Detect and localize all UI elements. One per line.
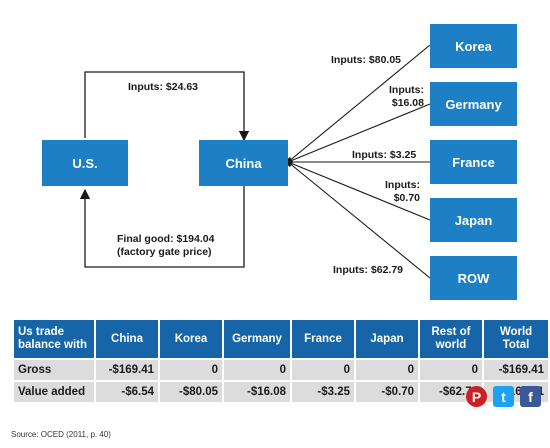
korea-line bbox=[287, 44, 431, 163]
twitter-icon: t bbox=[501, 388, 506, 405]
japan-line bbox=[287, 161, 431, 221]
france-inputs-label: Inputs: $3.25 bbox=[352, 149, 417, 161]
row-box: ROW bbox=[430, 256, 517, 300]
germany-box: Germany bbox=[430, 82, 517, 126]
twitter-share-button[interactable]: t bbox=[493, 386, 514, 407]
table-cell: -$6.54 bbox=[96, 382, 158, 402]
table-cell: -$80.05 bbox=[160, 382, 222, 402]
japan-inputs-label: Inputs: $0.70 bbox=[380, 179, 420, 205]
table-header-row: Us trade balance with China Korea German… bbox=[14, 320, 548, 358]
china-to-us-arrow bbox=[79, 185, 245, 268]
header-cell: China bbox=[96, 320, 158, 358]
japan-box: Japan bbox=[430, 198, 517, 242]
korea-box: Korea bbox=[430, 24, 517, 68]
row-inputs-label: Inputs: $62.79 bbox=[333, 264, 404, 276]
row-label: Gross bbox=[14, 360, 94, 380]
header-cell: France bbox=[292, 320, 354, 358]
china-junction bbox=[284, 157, 293, 167]
us-to-china-arrow bbox=[84, 71, 250, 142]
header-cell: Rest of world bbox=[420, 320, 482, 358]
row-line bbox=[287, 161, 431, 279]
table-cell: -$0.70 bbox=[356, 382, 418, 402]
source-note: Source: OCED (2011, p. 40) bbox=[11, 430, 111, 439]
table-row: Gross -$169.41 0 0 0 0 0 -$169.41 bbox=[14, 360, 548, 380]
pinterest-share-button[interactable]: P bbox=[466, 386, 487, 407]
header-cell: Germany bbox=[224, 320, 290, 358]
table-cell: 0 bbox=[224, 360, 290, 380]
facebook-icon: f bbox=[528, 388, 533, 405]
header-cell: Japan bbox=[356, 320, 418, 358]
japan-inputs-line1: Inputs: bbox=[385, 179, 420, 191]
header-cell: World Total bbox=[484, 320, 548, 358]
table-cell: -$169.41 bbox=[96, 360, 158, 380]
table-cell: 0 bbox=[356, 360, 418, 380]
final-good-line1: Final good: $194.04 bbox=[117, 233, 215, 245]
table-cell: 0 bbox=[292, 360, 354, 380]
header-cell: Korea bbox=[160, 320, 222, 358]
row-label: Value added bbox=[14, 382, 94, 402]
germany-inputs-label: Inputs: $16.08 bbox=[384, 84, 424, 110]
facebook-share-button[interactable]: f bbox=[520, 386, 541, 407]
germany-inputs-line2: $16.08 bbox=[391, 97, 424, 109]
table-cell: -$169.41 bbox=[484, 360, 548, 380]
final-good-label: Final good: $194.04 (factory gate price) bbox=[117, 233, 214, 259]
us-china-inputs-label: Inputs: $24.63 bbox=[128, 81, 199, 93]
germany-line bbox=[287, 103, 431, 163]
table-cell: -$3.25 bbox=[292, 382, 354, 402]
table-cell: -$16.08 bbox=[224, 382, 290, 402]
table-cell: 0 bbox=[160, 360, 222, 380]
france-box: France bbox=[430, 140, 517, 184]
final-good-line2: (factory gate price) bbox=[117, 246, 212, 258]
supplier-lines bbox=[287, 44, 431, 279]
china-box: China bbox=[199, 140, 288, 186]
pinterest-icon: P bbox=[471, 388, 482, 405]
germany-inputs-line1: Inputs: bbox=[389, 84, 424, 96]
table-cell: 0 bbox=[420, 360, 482, 380]
header-cell: Us trade balance with bbox=[14, 320, 94, 358]
japan-inputs-line2: $0.70 bbox=[393, 192, 420, 204]
korea-inputs-label: Inputs: $80.05 bbox=[331, 54, 402, 66]
us-box: U.S. bbox=[42, 140, 128, 186]
